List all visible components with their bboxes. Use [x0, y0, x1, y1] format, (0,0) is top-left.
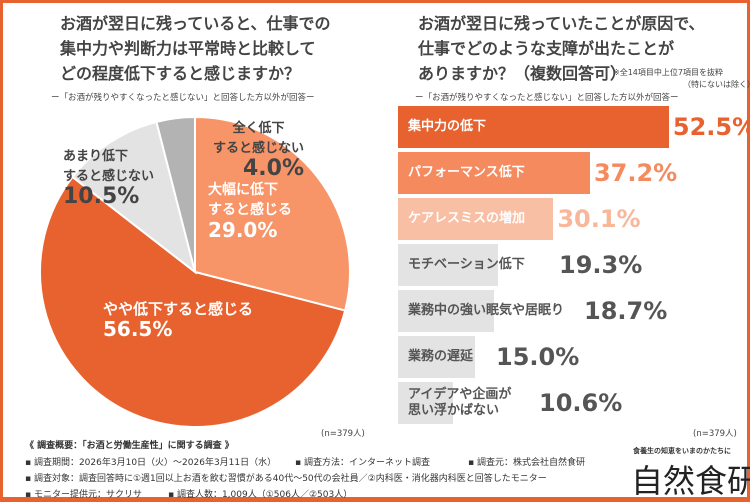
pie-value-label: 56.5% [103, 317, 173, 341]
survey-provider: ▪ モニター提供元：サクリサ [25, 490, 142, 500]
bar-label: モチベーション低下 [408, 257, 525, 272]
bar [398, 152, 590, 194]
pie-label: 大幅に低下 すると感じる 29.0% [208, 180, 292, 240]
bar-label: ケアレスミスの増加 [408, 211, 526, 226]
bar-value-label: 15.0% [496, 343, 580, 371]
bar-value-label: 52.5% [672, 113, 750, 141]
pie-label: あまり低下 すると感じない 10.5% [63, 147, 155, 209]
pie-label-text: あまり低下 すると感じない [63, 149, 155, 184]
survey-title: 《 調査概要：「お酒と労働生産性」に関する調査 》 [25, 441, 234, 451]
right-aside-1: ※全14項目中上位7項目を抜粋 [613, 68, 723, 77]
bar-value-label: 30.1% [557, 205, 641, 233]
pie-label: 全く低下 すると感じない 4.0% [213, 119, 305, 181]
pie-label-text: 全く低下 すると感じない [213, 121, 305, 156]
survey-count: ▪ 調査人数：1,009人（①506人／②503人） [168, 490, 353, 500]
bar-label: 業務の遅延 [408, 349, 474, 364]
right-note: ー「お酒が残りやすくなったと感じない」と回答した方以外が回答ー [415, 93, 679, 103]
bar-value-label: 18.7% [584, 297, 668, 325]
bar [398, 106, 669, 148]
infographic: お酒が翌日に残っていると、仕事での 集中力や判断力は平常時と比較して どの程度低… [3, 3, 750, 500]
bar-value-label: 19.3% [559, 251, 643, 279]
bar-value-label: 37.2% [593, 159, 678, 187]
bar [398, 336, 476, 378]
bar-label: 集中力の低下 [408, 119, 487, 134]
right-aside-2: （特にないは除く） [683, 80, 750, 89]
survey-period: ▪ 調査期間：2026年3月10日（火）～2026年3月11日（水） [25, 458, 277, 468]
right-question: お酒が翌日に残っていたことが原因で、 仕事でどのような支障が出たことが あります… [418, 14, 705, 83]
pie-label-text: やや低下すると感じる [103, 300, 254, 318]
left-question: お酒が翌日に残っていると、仕事での 集中力や判断力は平常時と比較して どの程度低… [60, 14, 331, 83]
pie-value-label: 29.0% [208, 218, 278, 242]
pie-slice [39, 175, 347, 428]
pie-slice [71, 120, 197, 275]
bar-value-label: 10.6% [539, 389, 623, 417]
pie-value-label: 10.5% [63, 184, 140, 209]
bar [398, 382, 453, 424]
logo-tagline: 食養生の知恵をいまのかたちに [633, 447, 731, 455]
bar-label: アイデアや企画が 思い浮かばない [408, 387, 512, 418]
logo: 自然食研 [631, 462, 750, 500]
bar [398, 244, 498, 286]
pie-label-text: 大幅に低下 すると感じる [208, 182, 292, 218]
bar [398, 198, 554, 240]
bar-label: 業務中の強い眠気や居眠り [408, 303, 565, 318]
pie-slice [155, 115, 196, 273]
pie-value-label: 4.0% [243, 156, 305, 181]
left-n: (n=379人) [321, 429, 365, 439]
survey-method: ▪ 調査方法：インターネット調査 [295, 458, 430, 468]
pie-slice [194, 115, 351, 312]
right-n: (n=379人) [693, 429, 737, 439]
survey-target: ▪ 調査対象：調査回答時に①週1回以上お酒を飲む習慣がある40代～50代の会社員… [25, 474, 547, 484]
pie-label: やや低下すると感じる 56.5% [103, 299, 253, 339]
left-note: ー「お酒が残りやすくなったと感じない」と回答した方以外が回答ー [51, 93, 315, 103]
bar-label: パフォーマンス低下 [408, 165, 525, 180]
survey-source: ▪ 調査元：株式会社自然食研 [468, 458, 585, 468]
bar [398, 290, 495, 332]
